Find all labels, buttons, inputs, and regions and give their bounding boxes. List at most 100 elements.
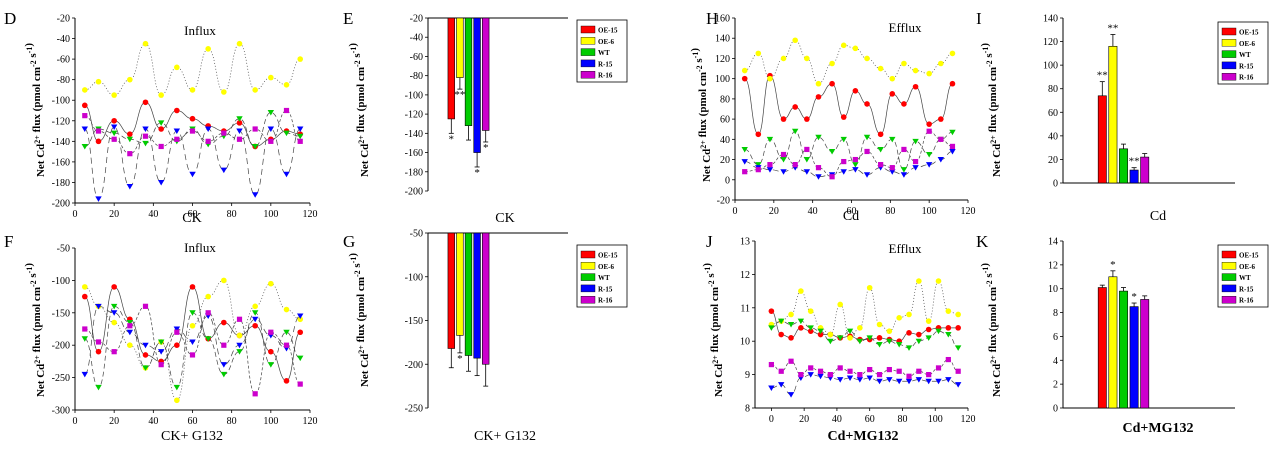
bar-wt [464, 17, 473, 126]
data-point [815, 165, 822, 171]
data-point [804, 116, 810, 122]
data-point [840, 136, 847, 143]
x-tick-label: 80 [885, 206, 895, 217]
data-point [158, 362, 164, 368]
data-point [889, 165, 895, 171]
data-point [945, 377, 952, 383]
y-tick-label: 12 [740, 270, 750, 281]
y-axis-label: Net Cd2+ flux (pmol cm-2 s-1) [701, 263, 725, 397]
x-axis-label: CK [495, 211, 514, 226]
data-point [174, 397, 180, 404]
significance-mark: * [483, 142, 489, 154]
data-point [174, 107, 180, 114]
data-point [221, 130, 227, 136]
data-point [110, 124, 118, 130]
data-point [815, 80, 822, 87]
x-axis-label: Cd+MG132 [828, 429, 899, 444]
data-point [111, 349, 117, 355]
data-point [205, 138, 211, 144]
data-point [126, 136, 134, 143]
data-point [81, 102, 88, 109]
data-point [938, 116, 944, 122]
data-point [901, 146, 907, 153]
data-point [158, 126, 164, 132]
data-point [95, 196, 102, 202]
data-point [221, 342, 227, 348]
y-tick-label: 2 [1053, 380, 1058, 391]
panel-label: D [4, 9, 16, 28]
y-tick-label: 4 [1053, 356, 1058, 367]
data-point [95, 339, 102, 345]
data-point [817, 368, 824, 374]
series-line [771, 320, 959, 349]
data-point [829, 174, 835, 180]
legend-swatch [580, 37, 596, 45]
data-point [81, 293, 88, 300]
data-point [157, 339, 165, 345]
data-point [221, 319, 227, 326]
data-point [174, 342, 180, 349]
data-point [283, 82, 290, 88]
y-tick-label: 40 [1048, 131, 1058, 142]
x-tick-label: 100 [263, 209, 278, 220]
data-point [767, 162, 773, 168]
data-point [827, 338, 834, 345]
legend-swatch [1221, 284, 1237, 293]
y-tick-label: 160 [715, 14, 730, 25]
y-tick-label: -20 [57, 14, 70, 25]
y-tick-label: -20 [410, 14, 423, 25]
data-point [158, 92, 164, 98]
data-point [935, 278, 942, 284]
legend-label: OE-6 [598, 38, 614, 46]
data-point [846, 375, 854, 381]
data-point [127, 151, 133, 157]
data-point [236, 120, 243, 126]
data-point [949, 50, 956, 57]
data-point [901, 60, 907, 67]
y-tick-label: -40 [57, 34, 70, 45]
legend-label: OE-6 [1239, 40, 1255, 48]
data-point [297, 381, 303, 387]
data-point [954, 345, 962, 351]
data-point [189, 284, 196, 290]
bar-r-15 [1129, 306, 1139, 409]
data-point [925, 318, 932, 324]
data-point [297, 355, 304, 362]
data-point [877, 131, 884, 138]
y-tick-label: -120 [405, 110, 423, 121]
data-point [157, 120, 165, 126]
data-point [142, 40, 149, 47]
data-point [915, 338, 923, 345]
data-point [283, 378, 290, 384]
data-point [827, 372, 833, 378]
data-point [954, 382, 962, 388]
data-point [126, 329, 134, 336]
data-point [886, 377, 893, 383]
data-point [81, 336, 88, 342]
data-point [797, 318, 805, 325]
y-axis-label: Net Cd2+ flux (pmol cm-2 s-1) [347, 43, 371, 177]
data-point [863, 134, 871, 141]
y-tick-label: 0 [1053, 404, 1058, 415]
data-point [767, 75, 773, 82]
data-point [935, 328, 942, 335]
data-point [768, 308, 775, 314]
data-point [283, 107, 290, 114]
data-point [847, 368, 853, 374]
x-tick-label: 60 [188, 209, 198, 220]
legend-label: WT [598, 49, 610, 57]
data-point [886, 338, 893, 345]
data-point [267, 362, 275, 368]
data-point [788, 358, 794, 364]
bar-oe-15 [1097, 95, 1107, 184]
data-point [798, 372, 804, 378]
data-point [95, 138, 102, 145]
data-point [807, 372, 814, 378]
data-point [236, 40, 243, 47]
data-point [189, 115, 196, 122]
data-point [857, 372, 863, 378]
y-tick-label: 8 [745, 404, 750, 415]
bar-oe-6 [456, 17, 464, 78]
x-tick-label: 40 [148, 416, 158, 427]
data-point [840, 169, 847, 175]
